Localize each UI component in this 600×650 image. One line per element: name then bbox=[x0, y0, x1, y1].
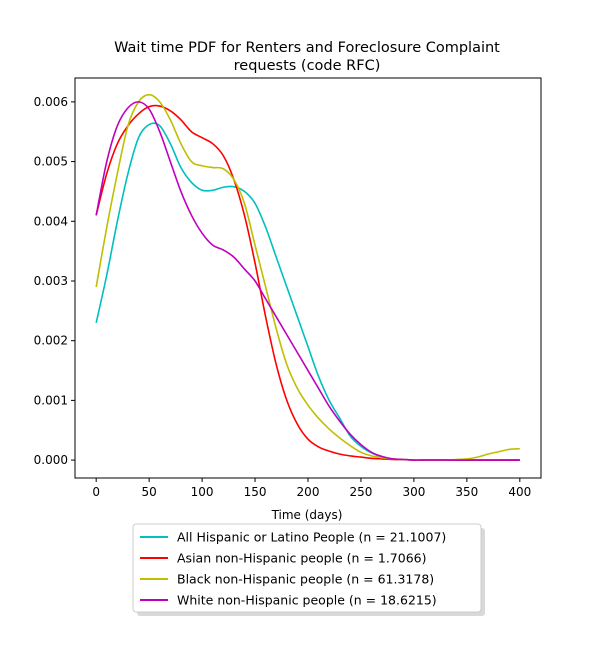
series-line-4 bbox=[95, 101, 520, 461]
y-tick-label: 0.004 bbox=[34, 214, 68, 228]
y-tick-label: 0.003 bbox=[34, 274, 68, 288]
legend-label-4: White non-Hispanic people (n = 18.6215) bbox=[177, 593, 437, 608]
x-tick-label: 0 bbox=[92, 485, 100, 499]
series-layer bbox=[95, 93, 520, 461]
y-tick-label: 0.005 bbox=[34, 155, 68, 169]
x-tick-label: 300 bbox=[402, 485, 425, 499]
y-tick-label: 0.002 bbox=[34, 334, 68, 348]
chart-title-line-1: Wait time PDF for Renters and Foreclosur… bbox=[114, 40, 500, 56]
x-axis: 0 50 100 150 200 250 300 350 400 bbox=[92, 478, 531, 499]
plot-area bbox=[95, 93, 520, 461]
x-tick-label: 350 bbox=[455, 485, 478, 499]
chart-title-line-2: requests (code RFC) bbox=[234, 58, 381, 74]
legend: All Hispanic or Latino People (n = 21.10… bbox=[132, 523, 485, 616]
legend-label-2: Asian non-Hispanic people (n = 1.7066) bbox=[177, 551, 427, 566]
x-tick-label: 200 bbox=[297, 485, 320, 499]
x-tick-label: 250 bbox=[350, 485, 373, 499]
legend-label-3: Black non-Hispanic people (n = 61.3178) bbox=[177, 572, 434, 587]
y-axis: 0.000 0.001 0.002 0.003 0.004 0.005 0.006 bbox=[34, 95, 75, 467]
y-tick-label: 0.006 bbox=[34, 95, 68, 109]
y-tick-label: 0.001 bbox=[34, 393, 68, 407]
legend-box bbox=[132, 523, 482, 613]
x-tick-label: 150 bbox=[244, 485, 267, 499]
x-tick-label: 100 bbox=[191, 485, 214, 499]
x-tick-label: 400 bbox=[508, 485, 531, 499]
x-tick-label: 50 bbox=[141, 485, 156, 499]
y-tick-label: 0.000 bbox=[34, 453, 68, 467]
series-line-1 bbox=[95, 122, 520, 461]
series-line-3 bbox=[95, 93, 520, 461]
x-axis-label: Time (days) bbox=[271, 508, 343, 522]
plot-frame bbox=[74, 77, 542, 479]
series-line-2 bbox=[95, 104, 520, 461]
legend-label-1: All Hispanic or Latino People (n = 21.10… bbox=[177, 530, 446, 545]
